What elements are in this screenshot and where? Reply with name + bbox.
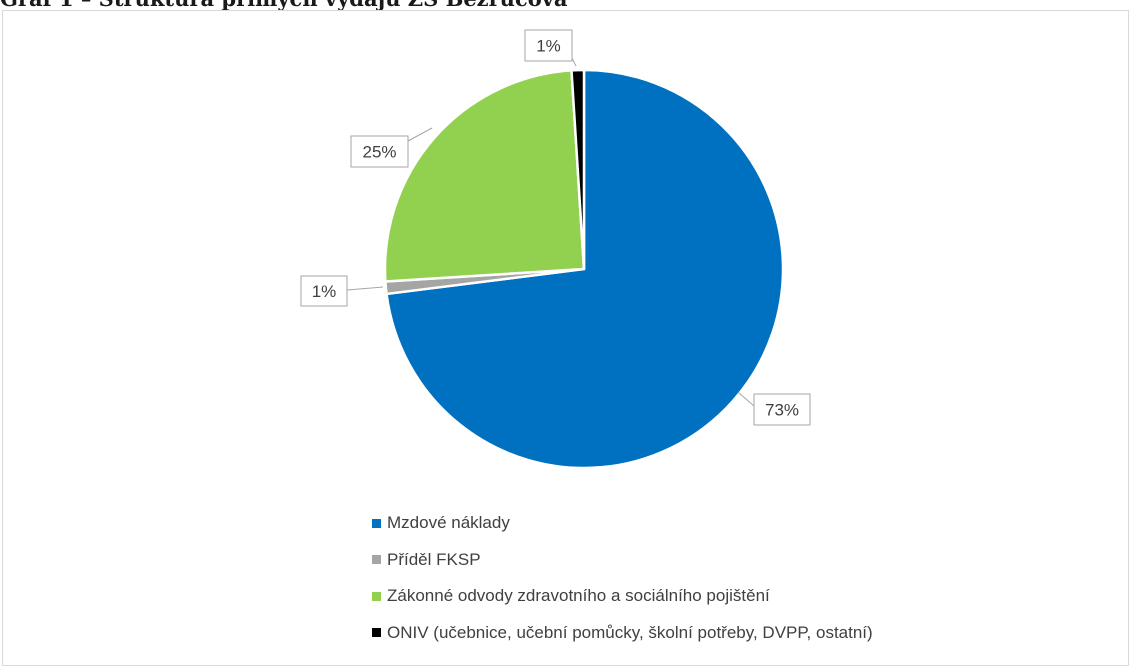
leader-line-3 (571, 57, 577, 67)
leader-line-1 (346, 286, 384, 291)
legend-label: Zákonné odvody zdravotního a sociálního … (387, 586, 770, 606)
pie-slice-2 (383, 69, 586, 283)
legend-swatch (372, 518, 381, 528)
data-label-box-2 (350, 135, 409, 168)
data-label-2: 25% (362, 143, 396, 162)
data-label-box-0 (753, 393, 811, 426)
legend-label: Příděl FKSP (387, 549, 481, 569)
data-label-box-1 (300, 275, 348, 307)
document-title: Graf 1 – Struktura přímých výdajů ZŠ Bez… (0, 0, 568, 11)
data-label-3: 1% (536, 37, 561, 56)
legend-label: Mzdové náklady (387, 513, 510, 533)
data-label-box-3 (524, 29, 573, 62)
legend-swatch (372, 591, 381, 601)
leader-lines (346, 57, 755, 407)
leader-line-2 (407, 127, 433, 142)
legend-label: ONIV (učebnice, učební pomůcky, školní p… (387, 622, 873, 642)
legend-item-3: ONIV (učebnice, učební pomůcky, školní p… (372, 615, 873, 652)
legend-swatch (372, 628, 381, 638)
legend-item-1: Příděl FKSP (372, 542, 873, 579)
chart-legend: Mzdové náklady Příděl FKSP Zákonné odvody … (372, 505, 873, 651)
pie-slice-3 (570, 68, 586, 271)
leader-line-0 (737, 391, 755, 407)
legend-item-0: Mzdové náklady (372, 505, 873, 542)
legend-swatch (372, 555, 381, 565)
data-label-1: 1% (312, 282, 337, 301)
legend-item-2: Zákonné odvody zdravotního a sociálního … (372, 578, 873, 615)
pie-slices (383, 68, 785, 470)
data-labels: 73% 1% 25% 1% (300, 29, 811, 426)
data-label-0: 73% (765, 401, 799, 420)
